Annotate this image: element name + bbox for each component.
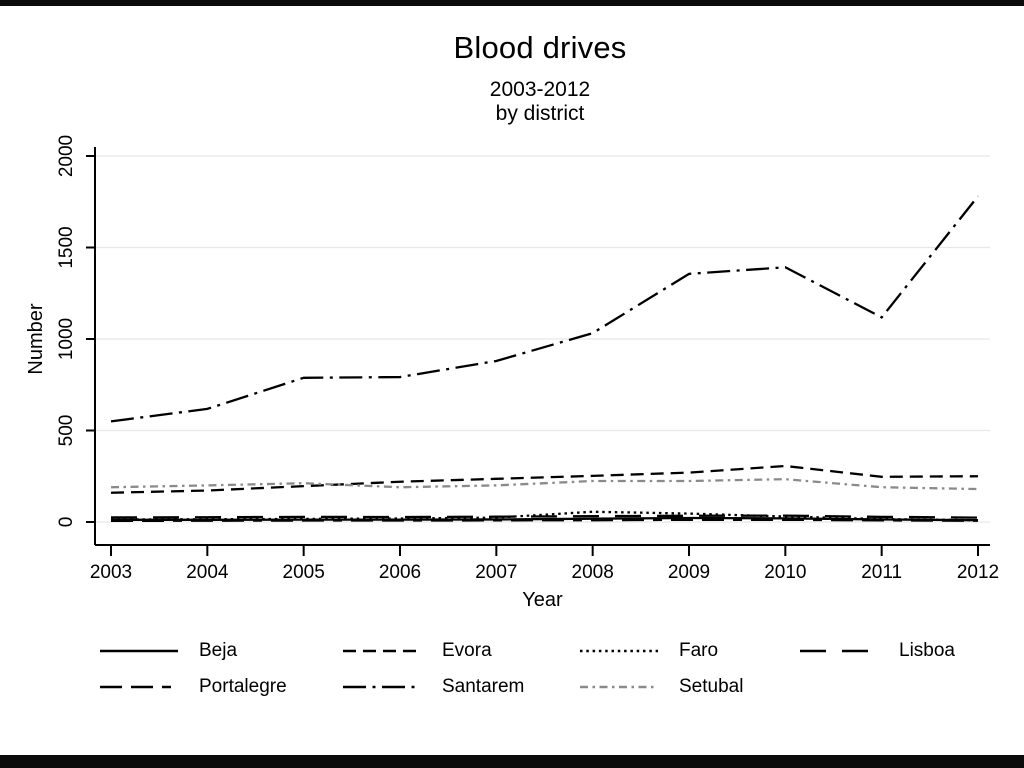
legend-item-lisboa: Lisboa: [800, 636, 990, 666]
x-axis-title: Year: [522, 589, 563, 611]
series-line-santarem: [110, 195, 979, 423]
x-tick-label-2010: 2010: [764, 562, 806, 583]
series-line-lisboa: [110, 514, 979, 519]
legend-label: Lisboa: [899, 640, 955, 661]
bottom-edge-bar: [0, 755, 1024, 768]
legend-label: Setubal: [679, 676, 744, 697]
series-line-evora: [110, 464, 979, 494]
legend-item-setubal: Setubal: [580, 672, 800, 702]
y-tick-label-500: 500: [56, 415, 77, 447]
x-tick-label-2008: 2008: [572, 562, 614, 583]
chart-legend: Beja Evora Faro Lisboa Portalegre Santarem Set…: [100, 636, 990, 702]
x-tick-label-2011: 2011: [861, 562, 902, 583]
legend-item-santarem: Santarem: [343, 672, 580, 702]
x-tick-label-2005: 2005: [283, 562, 325, 583]
legend-item-faro: Faro: [580, 636, 800, 666]
legend-line-sample-longdash-shortdash: [100, 685, 178, 689]
y-tick-label-0: 0: [56, 517, 77, 528]
top-edge-bar: [0, 0, 1024, 6]
x-tick-label-2003: 2003: [90, 562, 132, 583]
legend-line-sample-solid: [100, 649, 178, 653]
legend-line-sample-dot: [580, 649, 658, 653]
y-tick-label-1000: 1000: [56, 318, 77, 360]
legend-label: Evora: [442, 640, 492, 661]
x-tick-label-2009: 2009: [668, 562, 710, 583]
y-tick-label-2000: 2000: [56, 135, 77, 177]
series-line-setubal: [110, 478, 979, 491]
x-tick-label-2012: 2012: [957, 562, 999, 583]
legend-line-sample-shortdash-dot: [580, 685, 658, 689]
legend-item-evora: Evora: [343, 636, 580, 666]
legend-item-beja: Beja: [100, 636, 343, 666]
series-line-portalegre: [110, 518, 979, 523]
legend-label: Santarem: [442, 676, 525, 697]
legend-line-sample-longdash-dot: [343, 685, 421, 689]
x-tick-label-2006: 2006: [379, 562, 421, 583]
legend-label: Portalegre: [199, 676, 287, 697]
legend-label: Beja: [199, 640, 238, 661]
legend-item-portalegre: Portalegre: [100, 672, 343, 702]
chart-subtitle-group: by district: [495, 102, 585, 125]
legend-label: Faro: [679, 640, 719, 661]
x-tick-label-2007: 2007: [475, 562, 517, 583]
x-tick-label-2004: 2004: [186, 562, 229, 583]
chart-subtitle-years: 2003-2012: [489, 78, 591, 101]
y-tick-label-1500: 1500: [56, 226, 77, 268]
y-axis-title: Number: [25, 303, 47, 374]
chart-title: Blood drives: [453, 30, 627, 65]
legend-line-sample-dash: [343, 649, 421, 653]
legend-line-sample-longdash: [800, 649, 878, 653]
